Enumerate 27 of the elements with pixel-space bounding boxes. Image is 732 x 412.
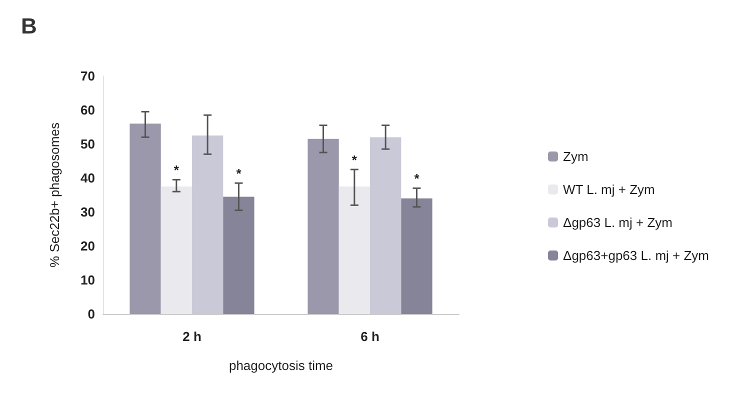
data-label: * xyxy=(236,166,242,182)
y-tick-label: 20 xyxy=(80,238,95,254)
data-label: * xyxy=(352,152,358,168)
y-tick-label: 70 xyxy=(80,68,95,84)
bar xyxy=(338,186,370,314)
bar xyxy=(308,138,339,314)
legend-label: WT L. mj + Zym xyxy=(563,182,655,197)
y-tick-label: 0 xyxy=(88,306,95,322)
chart-title: B xyxy=(21,14,37,38)
x-tick-label: 6 h xyxy=(360,329,380,344)
legend-label: Δgp63+gp63 L. mj + Zym xyxy=(563,248,709,263)
data-label: * xyxy=(174,162,180,178)
y-tick-label: 10 xyxy=(80,272,95,288)
y-axis-title: % Sec22b+ phagosomes xyxy=(47,122,62,268)
y-tick-label: 50 xyxy=(80,136,95,152)
y-tick-label: 60 xyxy=(80,102,95,118)
y-tick-label: 30 xyxy=(80,204,95,220)
bar xyxy=(223,196,254,314)
x-axis-title: phagocytosis time xyxy=(228,358,334,373)
bar xyxy=(401,198,432,314)
bar xyxy=(130,124,161,314)
legend-label: Zym xyxy=(563,149,588,164)
bar xyxy=(160,186,192,314)
data-label: * xyxy=(414,171,420,186)
y-tick-label: 40 xyxy=(80,170,95,186)
x-tick-label: 2 h xyxy=(182,329,202,344)
legend-label: Δgp63 L. mj + Zym xyxy=(563,215,672,230)
